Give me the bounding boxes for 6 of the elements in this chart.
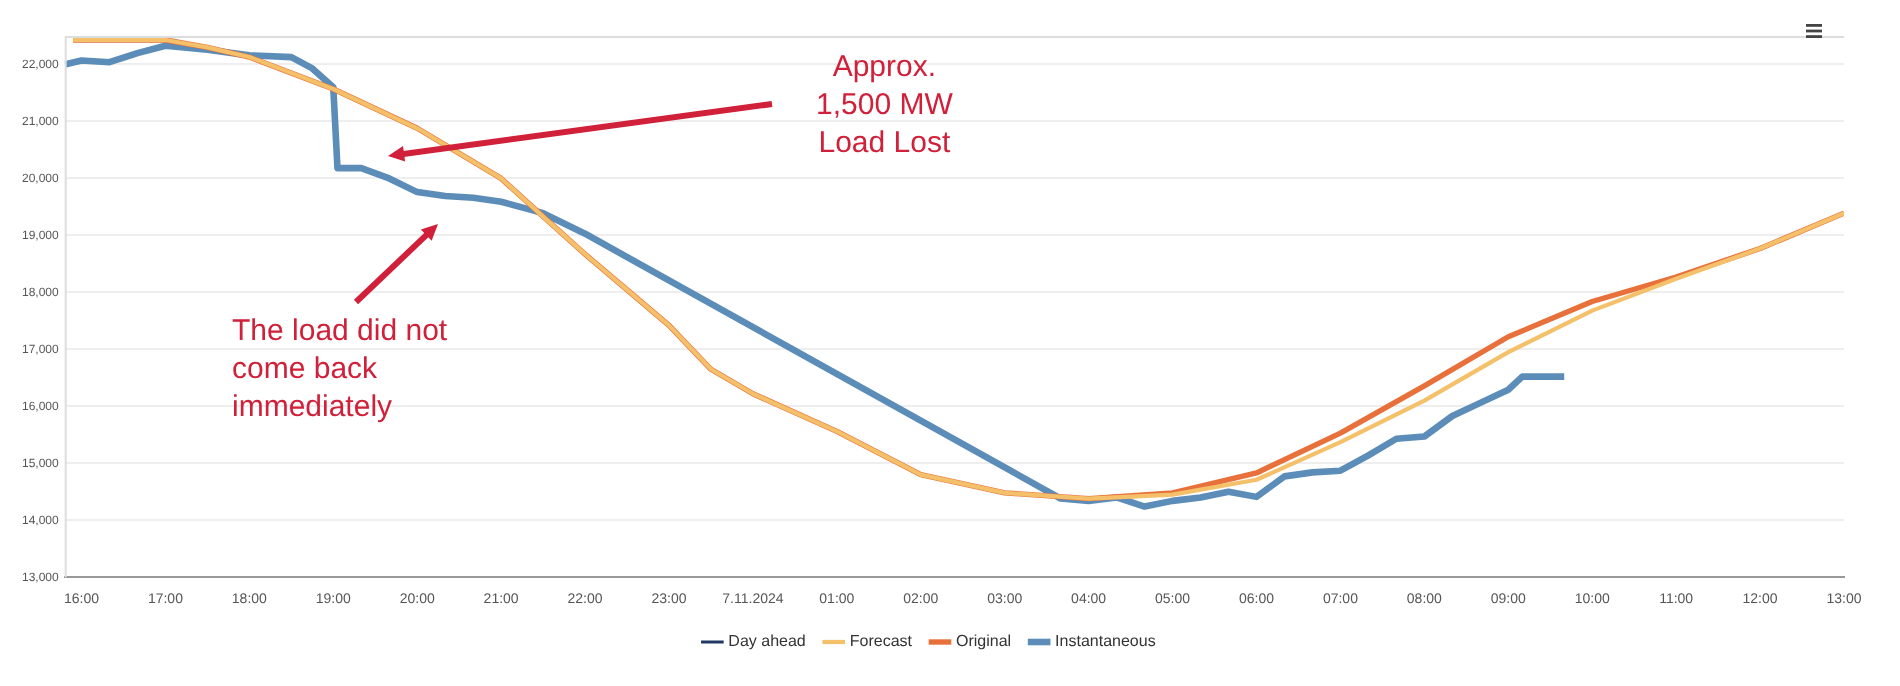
legend-label: Day ahead <box>728 632 806 651</box>
annotation: The load did not come back immediately <box>232 312 448 426</box>
legend-label: Original <box>955 632 1012 651</box>
annotation: Approx. 1,500 MW Load Lost <box>816 48 953 162</box>
legend-label: Forecast <box>849 632 914 651</box>
legend-label: Instantaneous <box>1055 632 1156 651</box>
